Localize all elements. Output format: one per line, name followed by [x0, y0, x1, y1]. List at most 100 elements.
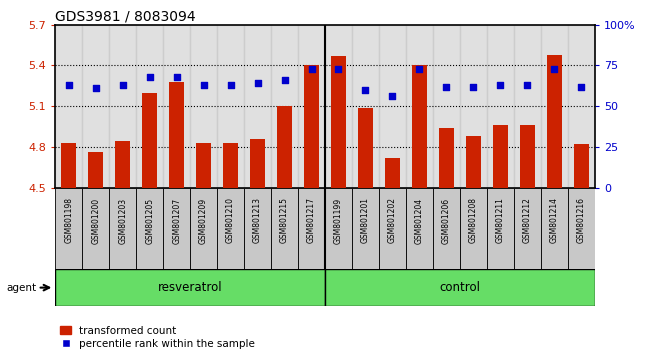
- Bar: [223, 143, 238, 188]
- Text: GSM801202: GSM801202: [388, 198, 397, 244]
- Text: control: control: [439, 281, 480, 294]
- Text: GSM801214: GSM801214: [550, 198, 559, 244]
- Bar: [325, 25, 352, 188]
- Bar: [331, 56, 346, 188]
- Point: [522, 82, 532, 88]
- Bar: [406, 25, 433, 188]
- Bar: [514, 188, 541, 269]
- Bar: [385, 158, 400, 188]
- Point: [441, 84, 452, 90]
- Point: [549, 66, 560, 72]
- Text: GSM801210: GSM801210: [226, 198, 235, 244]
- Text: GSM801211: GSM801211: [496, 198, 505, 243]
- Text: GSM801200: GSM801200: [91, 198, 100, 244]
- Bar: [55, 188, 83, 269]
- Bar: [574, 144, 589, 188]
- Bar: [109, 188, 136, 269]
- Bar: [352, 25, 379, 188]
- Bar: [55, 25, 83, 188]
- Point: [576, 84, 586, 90]
- Bar: [82, 25, 109, 188]
- Bar: [244, 188, 271, 269]
- Bar: [541, 188, 568, 269]
- Point: [333, 66, 344, 72]
- Bar: [547, 55, 562, 188]
- Point: [252, 81, 263, 86]
- Point: [198, 82, 209, 88]
- Bar: [304, 65, 319, 188]
- Bar: [115, 142, 130, 188]
- Bar: [541, 25, 568, 188]
- Text: GSM801217: GSM801217: [307, 198, 316, 244]
- Bar: [142, 93, 157, 188]
- Point: [306, 66, 317, 72]
- Text: GDS3981 / 8083094: GDS3981 / 8083094: [55, 10, 196, 24]
- Bar: [61, 143, 76, 188]
- Bar: [493, 125, 508, 188]
- Text: GSM801215: GSM801215: [280, 198, 289, 244]
- Point: [360, 87, 370, 93]
- Text: GSM801204: GSM801204: [415, 198, 424, 244]
- Text: GSM801207: GSM801207: [172, 198, 181, 244]
- Text: GSM801212: GSM801212: [523, 198, 532, 243]
- Bar: [520, 125, 535, 188]
- Text: GSM801203: GSM801203: [118, 198, 127, 244]
- Bar: [460, 188, 487, 269]
- Bar: [433, 188, 460, 269]
- Bar: [379, 25, 406, 188]
- Text: GSM801206: GSM801206: [442, 198, 451, 244]
- Bar: [82, 188, 109, 269]
- Bar: [190, 188, 217, 269]
- Bar: [298, 25, 325, 188]
- Point: [226, 82, 236, 88]
- Bar: [439, 128, 454, 188]
- Text: GSM801208: GSM801208: [469, 198, 478, 244]
- Bar: [244, 25, 271, 188]
- Point: [414, 66, 424, 72]
- Bar: [277, 106, 292, 188]
- Bar: [250, 139, 265, 188]
- Bar: [271, 188, 298, 269]
- Point: [172, 74, 182, 80]
- Bar: [298, 188, 325, 269]
- Bar: [466, 136, 481, 188]
- Text: GSM801205: GSM801205: [145, 198, 154, 244]
- Bar: [514, 25, 541, 188]
- Bar: [487, 188, 514, 269]
- Point: [495, 82, 506, 88]
- Bar: [88, 152, 103, 188]
- Bar: [217, 25, 244, 188]
- Bar: [460, 25, 487, 188]
- Point: [64, 82, 74, 88]
- Bar: [163, 188, 190, 269]
- Bar: [169, 82, 184, 188]
- Bar: [190, 25, 217, 188]
- Bar: [109, 25, 136, 188]
- Bar: [163, 25, 190, 188]
- Text: GSM801201: GSM801201: [361, 198, 370, 244]
- Text: GSM801213: GSM801213: [253, 198, 262, 244]
- Legend: transformed count, percentile rank within the sample: transformed count, percentile rank withi…: [60, 326, 255, 349]
- Bar: [136, 188, 163, 269]
- Text: resveratrol: resveratrol: [158, 281, 222, 294]
- Point: [144, 74, 155, 80]
- Text: GSM801199: GSM801199: [334, 198, 343, 244]
- Bar: [406, 188, 433, 269]
- Bar: [358, 108, 373, 188]
- Text: GSM801198: GSM801198: [64, 198, 73, 244]
- Point: [280, 77, 290, 83]
- Point: [468, 84, 478, 90]
- Bar: [217, 188, 244, 269]
- Bar: [271, 25, 298, 188]
- Text: GSM801209: GSM801209: [199, 198, 208, 244]
- Bar: [568, 25, 595, 188]
- Point: [118, 82, 128, 88]
- Bar: [352, 188, 379, 269]
- Bar: [196, 143, 211, 188]
- Point: [387, 93, 398, 99]
- Text: GSM801216: GSM801216: [577, 198, 586, 244]
- Bar: [379, 188, 406, 269]
- Bar: [412, 65, 427, 188]
- Bar: [136, 25, 163, 188]
- Bar: [55, 269, 325, 306]
